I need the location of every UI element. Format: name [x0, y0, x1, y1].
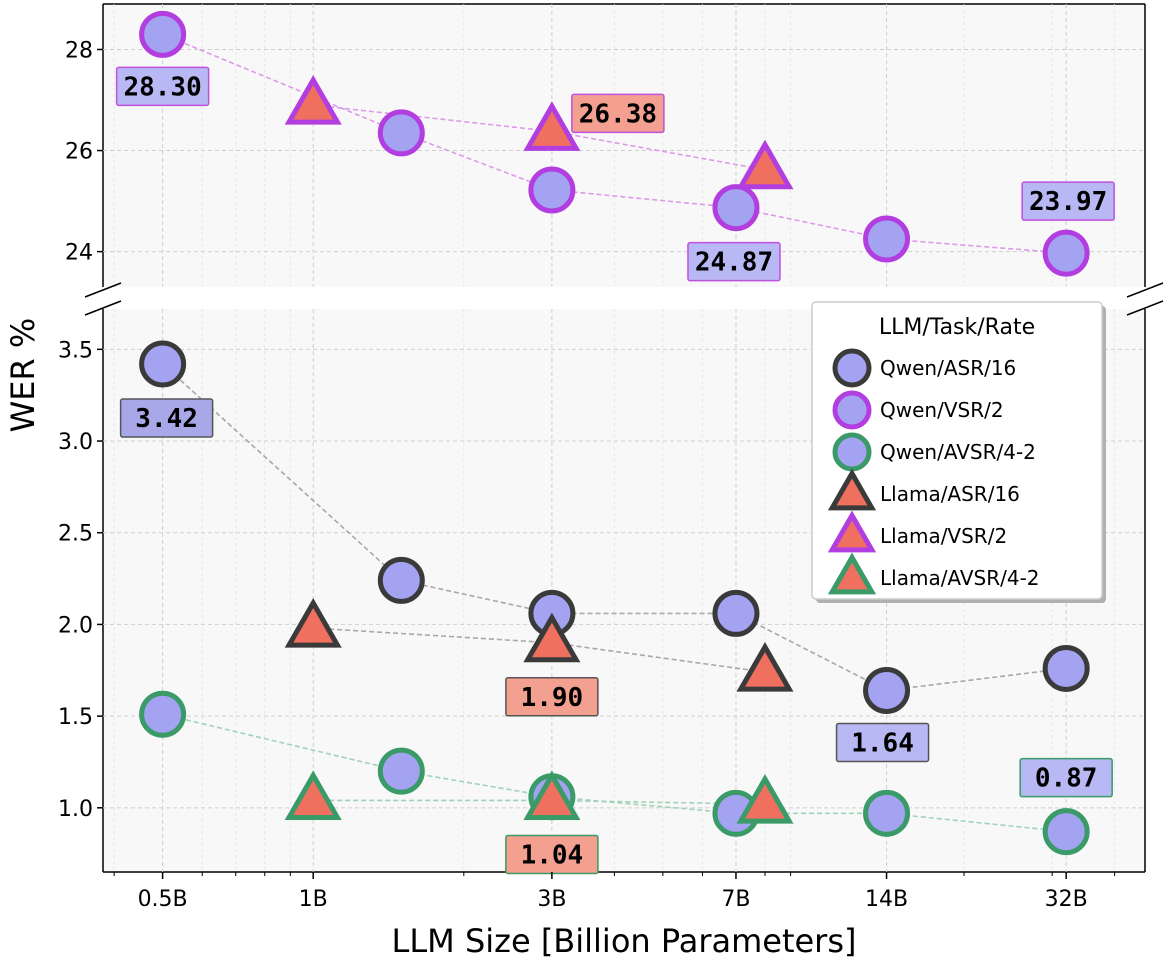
- data-point-circle: [377, 556, 425, 604]
- y-tick-label: 2.0: [58, 613, 93, 638]
- data-point-triangle: [284, 770, 342, 820]
- data-label-box: [571, 93, 665, 134]
- series-line: [162, 363, 1067, 692]
- data-point-circle: [863, 215, 911, 263]
- data-label: 1.90: [521, 683, 584, 713]
- x-tick-label: 7B: [721, 887, 750, 912]
- data-point-circle: [1042, 808, 1090, 856]
- data-label-box: [119, 398, 214, 438]
- legend-marker-triangle: [827, 510, 877, 553]
- series-line: [313, 799, 765, 805]
- legend-marker-circle: [832, 432, 872, 472]
- legend-entry-label: Qwen/VSR/2: [880, 398, 1004, 422]
- data-label: 3.42: [135, 404, 198, 434]
- x-tick-label: 1B: [299, 887, 328, 912]
- data-point-circle: [377, 109, 425, 157]
- data-label-box: [505, 677, 599, 717]
- y-axis-title: WER %: [4, 318, 42, 433]
- data-label: 1.64: [851, 728, 914, 758]
- data-label-box: [687, 241, 781, 282]
- data-point-circle: [139, 10, 187, 58]
- axis-ticks: 24 26 28 1.0 1.5 2.0 2.5 3.0 3.5 0.5B 1B 3B 7B 14B 32B: [58, 38, 1116, 912]
- data-point-circle: [139, 690, 187, 738]
- data-label: 23.97: [1029, 187, 1107, 217]
- data-markers: [139, 10, 1090, 856]
- y-tick-label: 24: [65, 241, 93, 266]
- break-mark: [84, 282, 122, 298]
- series-line: [162, 33, 1067, 254]
- axis-break-marks: [84, 282, 1164, 316]
- data-point-circle: [712, 589, 760, 637]
- break-mark: [1126, 282, 1164, 298]
- data-point-circle: [139, 340, 187, 388]
- x-tick-label: 0.5B: [138, 887, 188, 912]
- x-tick-label: 32B: [1045, 887, 1088, 912]
- data-point-triangle: [523, 612, 581, 663]
- legend-title: LLM/Task/Rate: [879, 315, 1035, 340]
- data-labels: 28.30 26.38 24.87 23.97 3.42 1.90 1.64 0.87 1.04: [115, 66, 1115, 875]
- break-mark: [1126, 300, 1164, 316]
- data-label: 26.38: [579, 99, 657, 129]
- y-tick-label: 28: [65, 38, 93, 63]
- data-label: 24.87: [695, 248, 773, 278]
- data-point-triangle: [284, 74, 342, 125]
- data-label-box: [115, 66, 210, 107]
- data-point-triangle: [736, 774, 794, 824]
- y-tick-label: 2.5: [58, 522, 93, 547]
- data-point-circle: [863, 666, 911, 714]
- data-label: 28.30: [123, 72, 201, 102]
- legend-marker-triangle: [827, 468, 877, 511]
- legend-entry-label: Llama/ASR/16: [880, 482, 1020, 506]
- legend-box: [811, 301, 1103, 600]
- data-label: 0.87: [1035, 764, 1098, 794]
- y-tick-label: 26: [65, 140, 93, 165]
- y-tick-label: 1.0: [58, 797, 93, 822]
- legend-entry-label: Llama/VSR/2: [880, 524, 1007, 548]
- series-line: [162, 713, 1067, 833]
- data-label-box: [835, 722, 930, 763]
- data-point-triangle: [284, 597, 342, 648]
- y-tick-label: 1.5: [58, 705, 93, 730]
- data-point-triangle: [736, 641, 794, 692]
- data-point-circle: [1042, 229, 1090, 277]
- legend-entry-label: Llama/AVSR/4-2: [880, 566, 1040, 590]
- legend: LLM/Task/Rate Qwen/ASR/16 Qwen/VSR/2 Qwen/A…: [811, 301, 1106, 603]
- data-point-triangle: [736, 139, 794, 190]
- data-point-triangle: [523, 770, 581, 820]
- data-point-circle: [712, 184, 760, 232]
- y-tick-label: 3.5: [58, 338, 93, 363]
- x-tick-label: 14B: [865, 887, 908, 912]
- x-axis-title: LLM Size [Billion Parameters]: [392, 922, 857, 960]
- data-label-box: [1019, 757, 1113, 798]
- data-point-circle: [528, 166, 576, 214]
- break-mark: [84, 300, 122, 316]
- data-point-circle: [1042, 644, 1090, 692]
- legend-entry-label: Qwen/AVSR/4-2: [880, 440, 1036, 464]
- legend-marker-triangle: [827, 552, 877, 595]
- upper-plot-area: [103, 4, 1145, 287]
- legend-marker-circle: [832, 390, 872, 430]
- data-point-triangle: [523, 101, 581, 151]
- x-tick-label: 3B: [537, 887, 566, 912]
- data-point-circle: [377, 747, 425, 795]
- data-label-box: [1021, 181, 1115, 221]
- y-tick-label: 3.0: [58, 430, 93, 455]
- data-label: 1.04: [521, 840, 584, 870]
- legend-entry-label: Qwen/ASR/16: [880, 356, 1016, 380]
- data-point-circle: [863, 789, 911, 837]
- legend-marker-circle: [832, 348, 872, 388]
